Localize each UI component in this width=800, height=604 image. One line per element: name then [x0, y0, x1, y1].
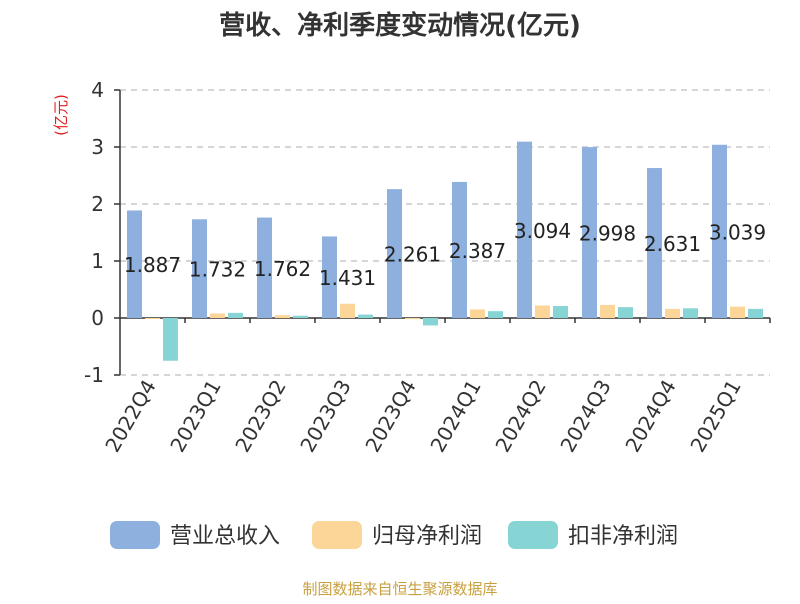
bar-归母净利润-2023Q4 [405, 318, 420, 320]
legend-label: 扣非净利润 [568, 524, 678, 549]
data-label: 1.887 [124, 253, 181, 277]
y-tick-label: 2 [91, 192, 104, 216]
data-label: 3.039 [709, 220, 766, 244]
bar-营业总收入-2022Q4 [127, 210, 142, 318]
x-tick-label: 2023Q2 [230, 376, 290, 457]
bar-扣非净利润-2024Q3 [618, 307, 633, 318]
bar-扣非净利润-2024Q1 [488, 311, 503, 318]
bar-营业总收入-2023Q1 [192, 219, 207, 318]
bar-归母净利润-2023Q1 [210, 313, 225, 318]
y-tick-label: 4 [91, 78, 104, 102]
data-labels: 1.887 1.732 1.762 1.431 2.261 2.387 3.094 2.998… [124, 219, 766, 290]
legend-label: 归母净利润 [372, 524, 482, 549]
bars [127, 141, 763, 361]
bar-营业总收入-2024Q2 [517, 141, 532, 318]
bar-扣非净利润-2023Q2 [293, 315, 308, 318]
bar-营业总收入-2023Q3 [322, 236, 337, 318]
data-label: 2.998 [579, 222, 636, 246]
data-label: 2.387 [449, 239, 506, 263]
legend: 营业总收入 归母净利润 扣非净利润 [110, 521, 678, 549]
x-tick-label: 2023Q3 [295, 376, 355, 457]
data-label: 1.431 [319, 266, 376, 290]
x-tick-label: 2023Q4 [360, 376, 420, 457]
bar-归母净利润-2024Q1 [470, 309, 485, 318]
bar-扣非净利润-2022Q4 [163, 318, 178, 361]
y-axis-unit-label: (亿元) [52, 94, 70, 136]
bar-扣非净利润-2023Q3 [358, 314, 373, 318]
bar-营业总收入-2024Q4 [647, 168, 662, 318]
legend-swatch-扣非净利润 [508, 521, 558, 549]
bar-营业总收入-2023Q2 [257, 217, 272, 318]
bar-归母净利润-2024Q3 [600, 304, 615, 318]
bar-扣非净利润-2025Q1 [748, 308, 763, 318]
bar-扣非净利润-2024Q2 [553, 306, 568, 318]
x-tick-label: 2025Q1 [685, 376, 745, 457]
x-tick-label: 2024Q1 [425, 376, 485, 457]
data-label: 2.631 [644, 232, 701, 256]
bar-营业总收入-2024Q3 [582, 147, 597, 318]
legend-label: 营业总收入 [170, 524, 280, 549]
data-label: 1.732 [189, 258, 246, 282]
bar-营业总收入-2024Q1 [452, 181, 467, 318]
data-label: 1.762 [254, 257, 311, 281]
bar-归母净利润-2022Q4 [145, 318, 160, 319]
x-tick-label: 2022Q4 [100, 376, 160, 457]
bar-归母净利润-2023Q3 [340, 303, 355, 318]
bar-营业总收入-2025Q1 [712, 144, 727, 318]
bar-扣非净利润-2023Q4 [423, 318, 438, 326]
y-tick-label: 1 [91, 249, 104, 273]
source-footnote: 制图数据来自恒生聚源数据库 [302, 580, 497, 598]
y-tick-label: 0 [91, 306, 104, 330]
bar-归母净利润-2023Q2 [275, 315, 290, 318]
x-tick-label: 2024Q3 [555, 376, 615, 457]
bar-营业总收入-2023Q4 [387, 189, 402, 318]
y-tick-label: -1 [84, 363, 104, 387]
data-label: 3.094 [514, 219, 571, 243]
bar-归母净利润-2024Q2 [535, 305, 550, 318]
data-label: 2.261 [384, 243, 441, 267]
bar-扣非净利润-2024Q4 [683, 308, 698, 318]
bar-归母净利润-2024Q4 [665, 308, 680, 318]
x-tick-label: 2023Q1 [165, 376, 225, 457]
legend-swatch-营业总收入 [110, 521, 160, 549]
x-tick-label: 2024Q4 [620, 376, 680, 457]
y-tick-label: 3 [91, 135, 104, 159]
legend-swatch-归母净利润 [312, 521, 362, 549]
chart-title: 营收、净利季度变动情况(亿元) [219, 10, 581, 41]
bar-扣非净利润-2023Q1 [228, 312, 243, 318]
bar-归母净利润-2025Q1 [730, 306, 745, 318]
x-tick-label: 2024Q2 [490, 376, 550, 457]
